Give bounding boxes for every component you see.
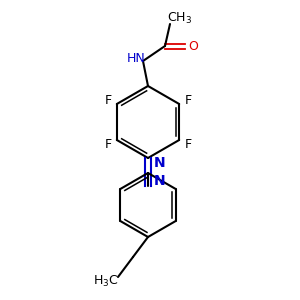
Text: F: F <box>184 94 192 106</box>
Text: F: F <box>104 137 111 151</box>
Text: F: F <box>104 94 111 106</box>
Text: CH$_3$: CH$_3$ <box>167 11 193 26</box>
Text: F: F <box>184 137 192 151</box>
Text: HN: HN <box>127 52 146 64</box>
Text: O: O <box>188 40 198 52</box>
Text: N: N <box>154 174 166 188</box>
Text: H$_3$C: H$_3$C <box>93 274 119 289</box>
Text: N: N <box>154 156 166 170</box>
